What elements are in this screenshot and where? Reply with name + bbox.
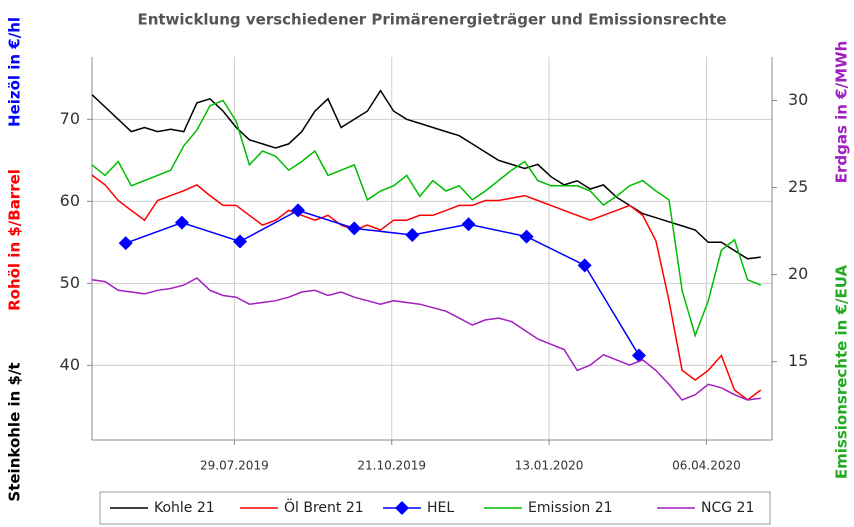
- series-line: [91, 99, 762, 338]
- legend-label: Öl Brent 21: [284, 498, 364, 516]
- series-line: [91, 89, 761, 260]
- series-marker: [519, 229, 534, 244]
- legend-label: NCG 21: [701, 500, 754, 516]
- series-marker: [405, 227, 420, 242]
- y-tick-label: 40: [60, 355, 80, 374]
- series-marker: [347, 221, 362, 236]
- series-line: [91, 277, 761, 401]
- series-marker: [577, 258, 592, 273]
- legend-label: Emission 21: [528, 500, 613, 516]
- y-tick-label: 70: [60, 109, 80, 128]
- y2-tick-label: 20: [788, 264, 808, 283]
- series-marker: [174, 215, 189, 230]
- legend-label: Kohle 21: [154, 500, 215, 516]
- y2-tick-label: 25: [788, 177, 808, 196]
- series-marker: [118, 236, 133, 251]
- y2-tick-label: 30: [788, 90, 808, 109]
- chart-title: Entwicklung verschiedener Primärenergiet…: [137, 11, 726, 29]
- series-marker: [631, 348, 646, 363]
- series-marker: [232, 234, 247, 249]
- y-tick-label: 50: [60, 273, 80, 292]
- y-axis-label: Rohöl in $/Barrel: [6, 169, 24, 311]
- y-tick-label: 60: [60, 191, 80, 210]
- series-marker: [291, 203, 306, 218]
- y-axis-label: Steinkohle in $/t: [6, 362, 24, 501]
- series-marker: [461, 217, 476, 232]
- x-tick-label: 21.10.2019: [357, 459, 426, 473]
- series-line: [125, 209, 640, 356]
- series-line: [91, 174, 762, 401]
- y-axis-label: Heizöl in €/hl: [6, 17, 24, 127]
- legend-marker: [395, 501, 409, 515]
- x-tick-label: 13.01.2020: [515, 459, 584, 473]
- y2-tick-label: 15: [788, 351, 808, 370]
- x-tick-label: 06.04.2020: [672, 459, 741, 473]
- y2-axis-label: Erdgas in €/MWh: [833, 41, 851, 184]
- y2-axis-label: Emissionsrechte in €/EUA: [833, 265, 851, 480]
- legend-label: HEL: [427, 500, 454, 516]
- x-tick-label: 29.07.2019: [200, 459, 269, 473]
